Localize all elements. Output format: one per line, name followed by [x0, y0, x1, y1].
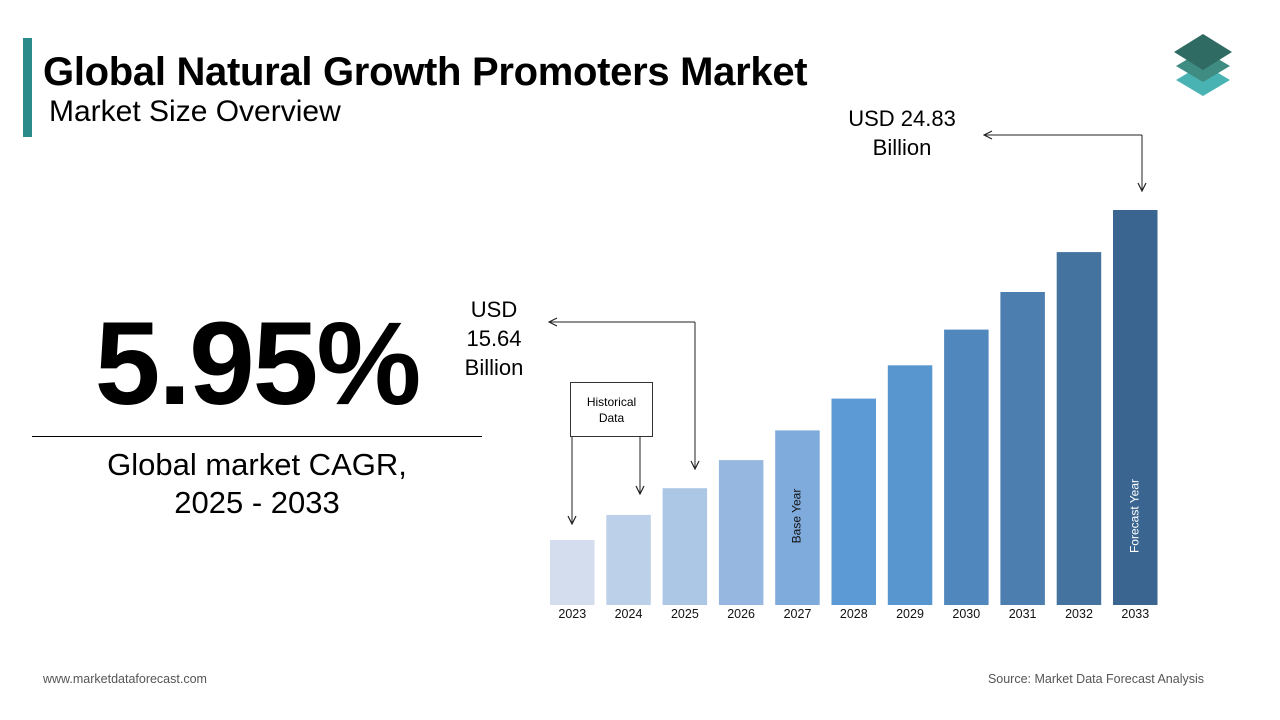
callout-2025-line1: USD: [470, 297, 518, 322]
historical-data-box: Historical Data: [570, 382, 653, 437]
bar-2031: [1000, 292, 1045, 605]
bar-2030: [944, 329, 989, 605]
bar-2032: [1056, 252, 1102, 605]
cagr-value: 5.95%: [94, 298, 422, 430]
bar-2028: [831, 398, 876, 605]
cagr-label-line1: Global market CAGR,: [107, 447, 407, 482]
historical-line2: Data: [598, 410, 625, 425]
callout-2025-value: USD 15.64 Billion: [446, 295, 542, 382]
x-tick-label-2033: 2033: [1121, 607, 1149, 621]
footer-source: Source: Market Data Forecast Analysis: [987, 672, 1204, 686]
x-tick-label-2024: 2024: [615, 607, 643, 621]
x-tick-label-2029: 2029: [896, 607, 924, 621]
company-logo-icon: [1174, 34, 1232, 96]
callout-arrows: [549, 135, 1142, 524]
cagr-label: Global market CAGR, 2025 - 2033: [32, 446, 482, 522]
x-tick-label-2030: 2030: [952, 607, 980, 621]
callout-2033-line1: USD 24.83: [848, 106, 956, 131]
bar-annotations: Base Year Forecast Year: [790, 479, 1142, 553]
x-tick-label-2031: 2031: [1009, 607, 1037, 621]
cagr-divider: [32, 436, 482, 437]
page-subtitle: Market Size Overview: [49, 95, 341, 128]
bar-2025: [662, 488, 708, 605]
x-tick-label-2028: 2028: [840, 607, 868, 621]
x-tick-label-2032: 2032: [1065, 607, 1093, 621]
bar-2029: [887, 365, 933, 605]
callout-2033-value: USD 24.83 Billion: [832, 104, 972, 162]
historical-line1: Historical: [586, 394, 637, 409]
bar-2033: [1113, 210, 1158, 605]
callout-2025-line2: 15.64: [466, 326, 522, 351]
cagr-label-line2: 2025 - 2033: [174, 485, 340, 520]
accent-bar: [23, 38, 32, 137]
x-tick-label-2023: 2023: [558, 607, 586, 621]
page-title: Global Natural Growth Promoters Market: [43, 50, 808, 94]
callout-2025-line3: Billion: [464, 355, 524, 380]
x-tick-labels: 2023 2024 2025 2026 2027 2028 2029 2030 2031 2032…: [558, 607, 1149, 621]
callout-2033-line2: Billion: [872, 135, 932, 160]
bar-2026: [718, 460, 764, 605]
x-tick-label-2025: 2025: [671, 607, 699, 621]
footer-website: www.marketdataforecast.com: [43, 672, 207, 686]
x-tick-label-2027: 2027: [784, 607, 812, 621]
bar-2023: [550, 540, 595, 605]
bars-group: [550, 210, 1158, 605]
bar-2027: [775, 430, 820, 605]
bar-2024: [606, 514, 651, 605]
x-tick-label-2026: 2026: [727, 607, 755, 621]
bar-label-2027: Base Year: [790, 489, 804, 544]
bar-label-2033: Forecast Year: [1127, 479, 1141, 553]
